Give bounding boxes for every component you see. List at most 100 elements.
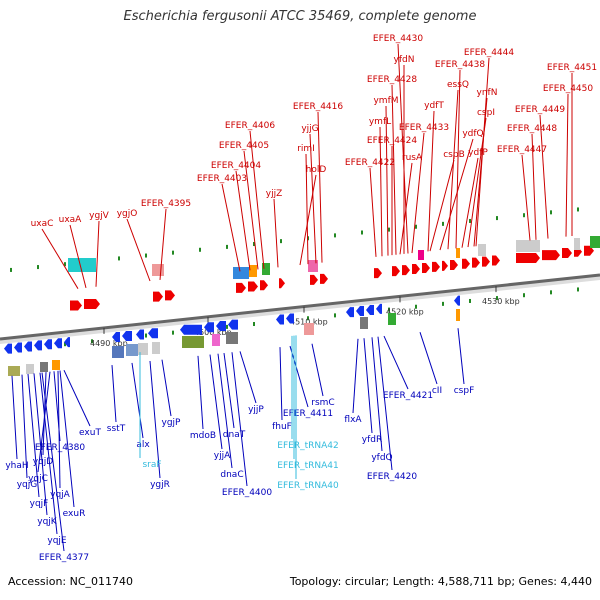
trna-label: EFER_tRNA42 — [277, 441, 338, 451]
reverse-gene-leader — [39, 372, 58, 535]
track-dot — [10, 267, 12, 272]
axis-tick-label: 4500 kbp — [194, 328, 232, 337]
reverse-gene-label: rsmC — [311, 398, 334, 408]
track-dot — [550, 210, 552, 215]
track-dot — [388, 307, 390, 312]
reverse-gene — [24, 341, 32, 352]
track-dot — [91, 339, 93, 344]
axis-shadow — [0, 276, 600, 344]
forward-gene — [412, 264, 420, 275]
forward-gene-leader — [221, 183, 241, 272]
reverse-gene-label: yqjA — [50, 490, 71, 500]
forward-gene — [84, 299, 100, 310]
axis-tick-label: 4520 kbp — [386, 307, 424, 316]
forward-gene-leader — [531, 133, 537, 240]
track-dot — [469, 218, 471, 223]
feature-box — [360, 317, 368, 329]
forward-gene — [492, 255, 500, 266]
reverse-gene-label: EFER_4421 — [383, 391, 433, 401]
feature-box — [308, 260, 318, 272]
forward-gene — [70, 300, 82, 311]
forward-gene — [442, 260, 448, 271]
track-dot — [37, 265, 39, 270]
reverse-gene-label: yhaH — [5, 461, 28, 471]
track-dot — [172, 250, 174, 255]
forward-gene-leader — [159, 208, 167, 280]
forward-gene-leader — [391, 84, 397, 255]
forward-gene-leader — [447, 89, 459, 250]
reverse-gene-leader — [37, 371, 51, 473]
forward-gene-leader — [427, 110, 435, 252]
forward-gene — [320, 273, 328, 284]
reverse-gene — [34, 340, 42, 351]
reverse-gene-label: cspF — [454, 386, 475, 396]
reverse-gene — [44, 339, 52, 350]
forward-gene — [260, 280, 268, 291]
forward-gene-leader — [379, 126, 383, 257]
forward-gene-label: ydfQ — [462, 129, 483, 139]
feature-box — [262, 263, 270, 275]
reverse-gene-label: sstT — [107, 424, 126, 434]
feature-box — [304, 323, 314, 335]
reverse-gene-label: exuR — [63, 509, 86, 519]
forward-gene-leader — [455, 69, 461, 249]
reverse-gene — [286, 313, 294, 324]
axis-tick-label: 4490 kbp — [90, 339, 128, 348]
feature-box — [226, 332, 238, 344]
forward-gene — [402, 265, 410, 276]
feature-box — [456, 309, 460, 321]
feature-box — [388, 313, 396, 325]
feature-box — [26, 364, 34, 374]
reverse-gene-label: exuT — [79, 428, 101, 438]
forward-gene-leader — [126, 218, 151, 282]
reverse-gene-label: EFER_4411 — [283, 409, 333, 419]
forward-gene-label: yfdN — [394, 55, 415, 65]
genome-axis — [0, 273, 600, 341]
forward-gene-leader — [317, 111, 323, 263]
reverse-gene-label: EFER_4420 — [367, 472, 417, 482]
feature-box — [182, 336, 204, 348]
forward-gene-leader — [299, 174, 317, 266]
feature-box — [516, 240, 540, 252]
reverse-gene-label: yfdR — [362, 435, 382, 445]
forward-gene-label: EFER_4405 — [219, 141, 269, 151]
forward-gene-label: yjjG — [301, 124, 318, 134]
forward-gene — [472, 257, 480, 268]
forward-gene-leader — [243, 150, 259, 270]
reverse-gene-label: yqjF — [30, 499, 49, 509]
forward-gene-label: essQ — [447, 80, 469, 90]
trna-label: sraF — [142, 460, 161, 470]
reverse-gene-leader — [377, 336, 393, 471]
feature-box — [249, 265, 257, 277]
feature-box — [152, 264, 164, 276]
forward-gene-leader — [565, 93, 569, 237]
forward-gene-label: EFER_4422 — [345, 158, 395, 168]
reverse-gene-label: ygjP — [162, 418, 182, 428]
forward-gene — [562, 248, 572, 259]
reverse-gene-label: EFER_4377 — [39, 553, 89, 563]
reverse-gene — [122, 330, 132, 341]
track-dot — [415, 224, 417, 229]
reverse-gene-leader — [63, 369, 91, 427]
reverse-gene-leader — [363, 338, 373, 434]
reverse-gene — [346, 307, 354, 318]
forward-gene-label: ydfP — [468, 148, 488, 158]
forward-gene-leader — [41, 228, 79, 289]
reverse-gene — [366, 304, 374, 315]
reverse-gene — [276, 314, 284, 325]
forward-gene-leader — [95, 220, 100, 287]
feature-box — [456, 248, 460, 258]
forward-gene — [248, 281, 258, 292]
genome-title: Escherichia fergusonii ATCC 35469, compl… — [123, 9, 477, 24]
forward-gene-label: EFER_4448 — [507, 124, 557, 134]
reverse-gene-leader — [161, 359, 172, 417]
axis-tick-label: 4530 kbp — [482, 297, 520, 306]
forward-gene — [432, 261, 440, 272]
reverse-gene-leader — [279, 347, 283, 421]
reverse-gene-leader — [41, 372, 65, 552]
reverse-gene-leader — [239, 351, 257, 404]
reverse-gene — [14, 342, 22, 353]
forward-gene-label: rimI — [297, 144, 315, 154]
forward-gene-label: ygjV — [89, 211, 110, 221]
feature-box — [574, 238, 580, 250]
